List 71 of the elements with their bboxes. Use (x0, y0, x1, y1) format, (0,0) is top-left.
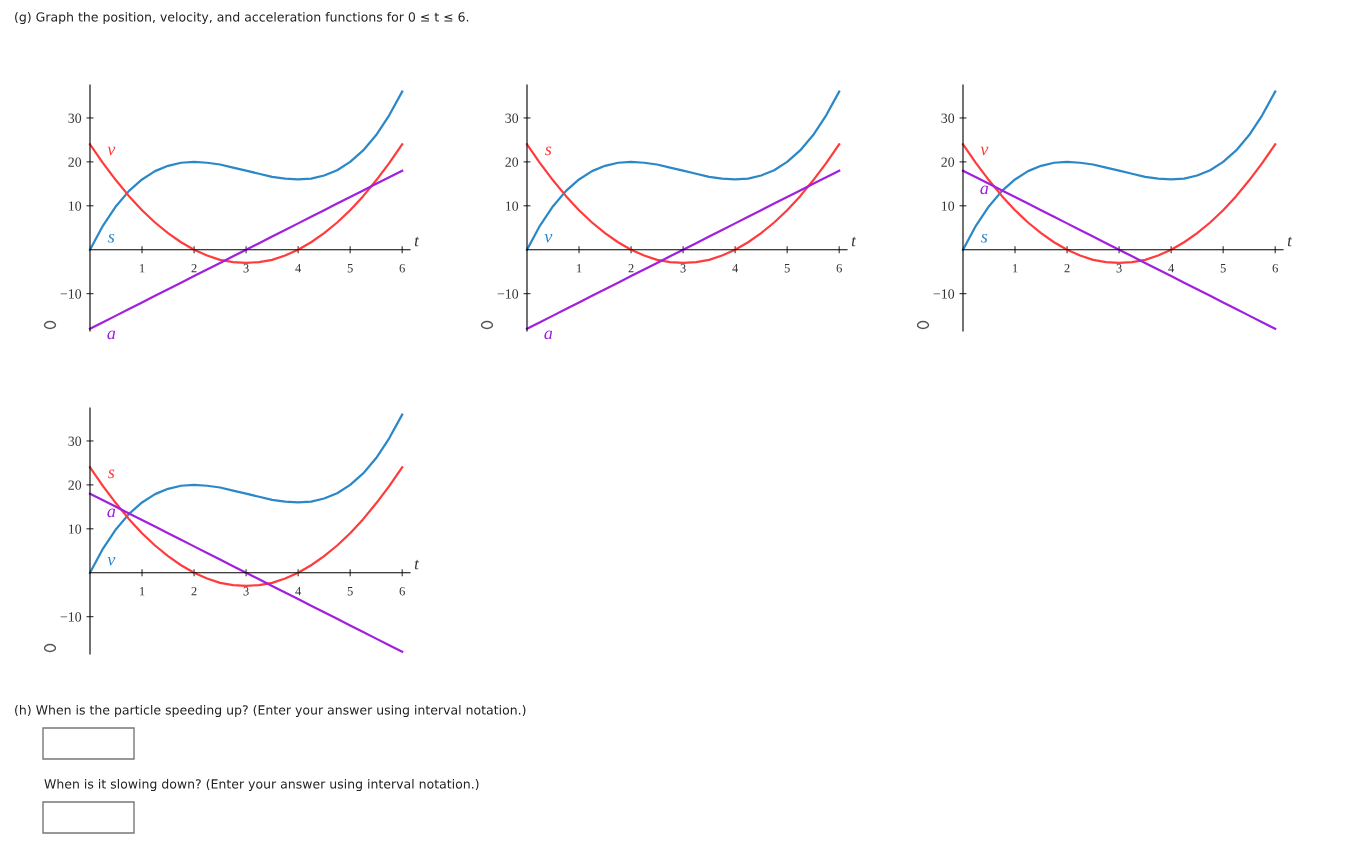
y-tick-label: 20 (68, 480, 82, 490)
y-tick-label: 30 (68, 113, 82, 123)
x-axis-title: t (414, 236, 420, 247)
y-tick-label: −10 (933, 289, 955, 299)
x-tick-label: 3 (680, 264, 686, 273)
y-tick-label: 30 (68, 436, 82, 446)
x-axis-title: t (414, 559, 420, 570)
line-series (88, 492, 404, 653)
x-tick-label: 6 (1272, 264, 1278, 273)
x-tick-label: 5 (1220, 264, 1226, 273)
line-series (525, 169, 841, 330)
text: When is it slowing down? (Enter your answer using interval notation.) (44, 778, 479, 792)
line-series (961, 143, 1277, 265)
series-label: v (107, 146, 116, 156)
y-tick-label: 30 (941, 113, 955, 123)
series-label: a (544, 330, 553, 340)
line-series (88, 169, 404, 330)
x-tick-label: 6 (836, 264, 842, 273)
series-label: s (545, 146, 552, 156)
line-series (961, 169, 1277, 330)
line-series (525, 143, 841, 265)
line-series (88, 90, 404, 251)
line-series (88, 466, 404, 588)
x-tick-label: 4 (295, 587, 302, 596)
x-tick-label: 5 (784, 264, 790, 273)
x-tick-label: 2 (1064, 264, 1070, 273)
x-axis-title: t (1287, 236, 1293, 247)
y-tick-label: −10 (60, 612, 82, 622)
x-tick-label: 1 (140, 264, 145, 273)
y-tick-label: 10 (506, 201, 519, 211)
y-tick-label: −10 (497, 289, 519, 299)
series-label: v (544, 234, 553, 243)
series-label: s (108, 233, 115, 243)
x-tick-label: 3 (1116, 264, 1122, 273)
series-label: a (107, 330, 116, 340)
y-tick-label: 10 (69, 524, 82, 534)
x-tick-label: 3 (243, 587, 249, 596)
x-tick-label: 1 (140, 587, 145, 596)
x-tick-label: 1 (1013, 264, 1018, 273)
x-tick-label: 1 (577, 264, 582, 273)
series-label: a (980, 185, 989, 195)
line-series (961, 90, 1277, 251)
text: (g) Graph the position, velocity, and acceleration functions for 0 ≤ t ≤ 6. (15, 11, 469, 25)
series-label: s (981, 233, 988, 243)
line-series (88, 413, 404, 574)
y-tick-label: 20 (505, 157, 519, 167)
line-series (525, 90, 841, 251)
x-tick-label: 5 (347, 587, 353, 596)
series-label: s (108, 469, 115, 479)
x-axis-title: t (851, 236, 857, 247)
x-tick-label: 4 (1168, 264, 1175, 273)
y-tick-label: 20 (68, 157, 82, 167)
x-tick-label: 6 (399, 587, 405, 596)
x-tick-label: 2 (191, 587, 197, 596)
y-tick-label: 10 (69, 201, 82, 211)
x-tick-label: 4 (295, 264, 302, 273)
text: (h) When is the particle speeding up? (Enter your answer using interval notation.) (15, 704, 526, 718)
line-series (88, 143, 404, 265)
x-tick-label: 3 (243, 264, 249, 273)
y-tick-label: −10 (60, 289, 82, 299)
x-tick-label: 5 (347, 264, 353, 273)
series-label: v (107, 557, 116, 566)
x-tick-label: 6 (399, 264, 405, 273)
x-tick-label: 2 (628, 264, 634, 273)
y-tick-label: 10 (942, 201, 955, 211)
series-label: v (980, 146, 989, 156)
y-tick-label: 30 (505, 113, 519, 123)
x-tick-label: 2 (191, 264, 197, 273)
x-tick-label: 4 (732, 264, 739, 273)
y-tick-label: 20 (941, 157, 955, 167)
series-label: a (107, 508, 116, 518)
